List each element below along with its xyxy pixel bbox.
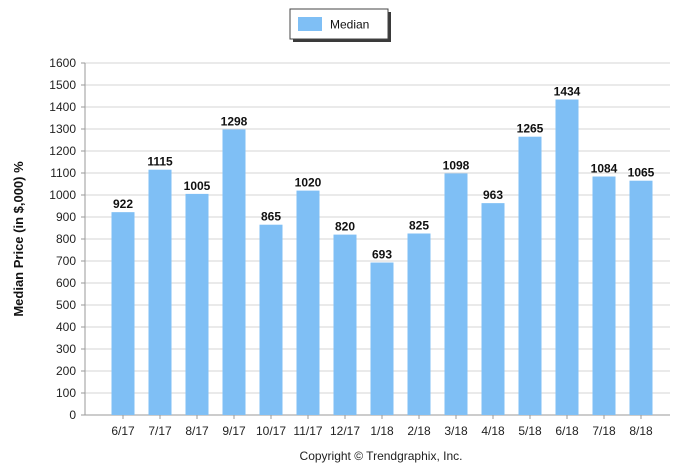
x-tick-label: 2/18 <box>407 424 431 438</box>
bar-value-label: 820 <box>335 220 355 234</box>
y-tick-label: 1100 <box>50 166 76 180</box>
x-tick-label: 6/17 <box>111 424 135 438</box>
bar <box>185 193 209 415</box>
bar <box>111 212 135 415</box>
y-tick-label: 1400 <box>49 100 76 114</box>
x-tick-label: 7/18 <box>592 424 616 438</box>
y-tick-label: 900 <box>56 210 76 224</box>
x-tick-label: 8/18 <box>629 424 653 438</box>
bar-value-label: 1298 <box>221 114 248 128</box>
x-tick-label: 7/17 <box>148 424 172 438</box>
y-tick-label: 400 <box>56 320 76 334</box>
x-tick-label: 8/17 <box>185 424 209 438</box>
bar-value-label: 1005 <box>184 179 211 193</box>
bar-value-label: 1115 <box>147 155 173 169</box>
bar-value-label: 1020 <box>295 176 322 190</box>
y-tick-label: 700 <box>56 254 76 268</box>
y-tick-label: 300 <box>56 342 76 356</box>
bar <box>407 233 431 415</box>
bar <box>222 129 246 415</box>
bar <box>148 169 172 415</box>
bar-value-labels: 922 1115 1005 1298 865 1020 820 693 825 1098 963 12… <box>113 85 655 262</box>
y-axis-title: Median Price (in $,000) % <box>11 161 26 317</box>
x-tick-labels: 6/17 7/17 8/17 9/17 10/17 11/17 12/17 1/18 2/18 3… <box>111 415 653 438</box>
y-tick-label: 1200 <box>49 144 76 158</box>
x-tick-label: 1/18 <box>370 424 394 438</box>
bar-value-label: 1065 <box>628 166 655 180</box>
y-tick-label: 1600 <box>49 56 76 70</box>
y-tick-label: 1500 <box>49 78 76 92</box>
y-tick-label: 1300 <box>49 122 76 136</box>
legend-swatch <box>298 17 322 31</box>
x-tick-label: 3/18 <box>444 424 468 438</box>
x-tick-label: 6/18 <box>555 424 579 438</box>
x-tick-label: 5/18 <box>518 424 542 438</box>
y-tick-label: 1000 <box>49 188 76 202</box>
bar-value-label: 1084 <box>591 162 618 176</box>
bar <box>629 180 653 415</box>
x-tick-label: 10/17 <box>256 424 286 438</box>
bar-value-label: 963 <box>483 188 503 202</box>
x-tick-label: 11/17 <box>293 424 322 438</box>
x-tick-label: 9/17 <box>222 424 246 438</box>
bar <box>333 234 357 415</box>
bar-value-label: 922 <box>113 197 133 211</box>
bar <box>259 224 283 415</box>
y-tick-label: 800 <box>56 232 76 246</box>
bar <box>370 262 394 415</box>
bar <box>592 176 616 415</box>
y-tick-label: 500 <box>56 298 76 312</box>
bars <box>111 99 653 416</box>
bar <box>481 203 505 415</box>
bar <box>444 173 468 415</box>
y-tick-labels: 0 100 200 300 400 500 600 700 800 900 1000 1100 1200… <box>49 56 76 422</box>
y-tick-label: 0 <box>69 408 76 422</box>
y-tick-label: 600 <box>56 276 76 290</box>
bar-value-label: 693 <box>372 248 392 262</box>
copyright-text: Copyright © Trendgraphix, Inc. <box>300 449 463 463</box>
bar-value-label: 1098 <box>443 158 470 172</box>
bar-value-label: 1265 <box>517 122 544 136</box>
bar-value-label: 825 <box>409 219 429 233</box>
y-tick-label: 200 <box>56 364 76 378</box>
bar <box>518 136 542 415</box>
bar-value-label: 865 <box>261 210 281 224</box>
x-tick-label: 12/17 <box>330 424 360 438</box>
bar <box>555 99 579 416</box>
bar-value-label: 1434 <box>554 85 581 99</box>
chart-legend: Median <box>289 8 391 42</box>
bar <box>296 190 320 415</box>
x-tick-label: 4/18 <box>481 424 505 438</box>
legend-label: Median <box>330 18 369 32</box>
y-tick-label: 100 <box>56 386 76 400</box>
